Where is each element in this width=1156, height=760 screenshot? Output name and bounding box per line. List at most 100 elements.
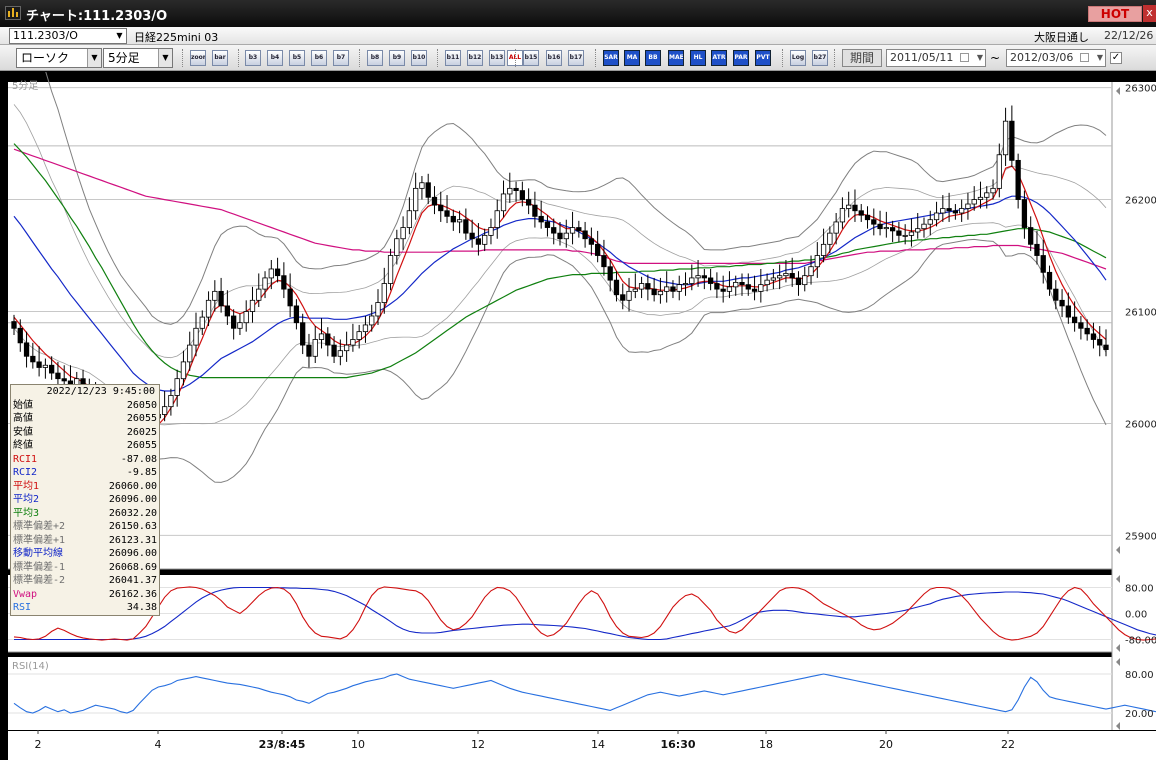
candle-body	[438, 204, 444, 212]
price-panel	[8, 82, 1112, 569]
toolbar-button-pvt-icon[interactable]: PVT	[755, 50, 771, 66]
toolbar-button-b6-icon[interactable]: b6	[311, 50, 327, 66]
toolbar-button-sar-icon[interactable]: SAR	[603, 50, 619, 66]
interval-select[interactable]: 5分足 ▼	[103, 48, 173, 68]
symbol-code-value: 111.2303/O	[13, 29, 78, 42]
toolbar-button-ma-icon[interactable]: MA	[624, 50, 640, 66]
candle-body	[689, 277, 695, 284]
chevron-down-icon[interactable]: ▼	[976, 53, 983, 62]
candle-body	[864, 214, 871, 221]
price-panel-label: 5分足	[12, 80, 38, 92]
candle-body	[224, 305, 231, 317]
data-panel-row: RCI2 -9.85	[13, 466, 157, 480]
candle-body	[331, 344, 337, 357]
chevron-down-icon[interactable]: ▼	[116, 31, 123, 40]
candle-body	[538, 215, 544, 223]
data-panel-label: 標準偏差+1	[13, 534, 66, 546]
candle-body	[193, 327, 199, 346]
candle-body	[889, 227, 896, 232]
candle-body	[764, 279, 770, 286]
data-panel-row: 移動平均線 26096.00	[13, 547, 157, 561]
toolbar-button-b13-icon[interactable]: b13	[489, 50, 505, 66]
toolbar-button-b15-icon[interactable]: b15	[523, 50, 539, 66]
candle-body	[714, 283, 720, 290]
date-to-input[interactable]: 2012/03/06 ▼	[1006, 49, 1106, 67]
candle-body	[1028, 227, 1034, 245]
toolbar-button-atr-icon[interactable]: ATR	[711, 50, 727, 66]
toolbar-button-log-icon[interactable]: Log	[790, 50, 806, 66]
toolbar-button-b10-icon[interactable]: b10	[411, 50, 427, 66]
x-tick-label: 10	[351, 738, 365, 751]
candle-body	[576, 227, 582, 232]
candle-body	[312, 339, 318, 357]
candle-body	[833, 221, 839, 234]
symbol-code-input[interactable]: 111.2303/O	[9, 28, 127, 44]
candle-body	[827, 232, 833, 245]
hot-button[interactable]: HOT	[1088, 6, 1142, 22]
toolbar-button-b27-icon[interactable]: b27	[812, 50, 828, 66]
candle-body	[952, 210, 959, 214]
calendar-icon[interactable]	[960, 53, 969, 62]
date-from-input[interactable]: 2011/05/11 ▼	[886, 49, 986, 67]
toolbar-button-bar-icon[interactable]: bar	[212, 50, 228, 66]
candle-body	[243, 311, 249, 324]
candle-body	[883, 227, 889, 230]
date-to-value: 2012/03/06	[1010, 51, 1074, 64]
candle-body	[444, 210, 450, 217]
candle-body	[601, 255, 607, 268]
y-tick-label: 26100	[1125, 308, 1156, 319]
candle-body	[394, 238, 400, 256]
data-panel-label: RSI	[13, 602, 32, 613]
axis-arrow-icon	[1116, 658, 1120, 666]
toolbar-button-zoom-icon[interactable]: zoom	[190, 50, 206, 66]
data-panel-value: 26162.36	[108, 588, 157, 600]
calendar-icon[interactable]	[1080, 53, 1089, 62]
toolbar-button-hl-icon[interactable]: HL	[690, 50, 706, 66]
close-icon[interactable]: x	[1143, 5, 1156, 22]
candle-body	[632, 288, 638, 292]
candle-body	[369, 315, 375, 326]
toolbar-button-b3-icon[interactable]: b3	[245, 50, 261, 66]
candle-body	[11, 321, 17, 329]
toolbar-button-b9-icon[interactable]: b9	[389, 50, 405, 66]
candle-body	[563, 232, 569, 240]
chart-type-select[interactable]: ローソク ▼	[16, 48, 102, 68]
toolbar-button-b5-icon[interactable]: b5	[289, 50, 305, 66]
axis-arrow-icon	[1116, 87, 1120, 95]
average3-line	[13, 143, 1107, 379]
toolbar-button-par-icon[interactable]: PAR	[733, 50, 749, 66]
toolbar: ローソク ▼ 5分足 ▼ zoombar b3 b4 b5 b6 b7 b8 b9 b10 b11…	[0, 45, 1156, 71]
toolbar-button-b4-icon[interactable]: b4	[267, 50, 283, 66]
rsi-tick-label: 20.00	[1125, 709, 1154, 720]
chart-canvas[interactable]: 5分足 RSI(14) 26300 26200 26100 26000 25900 80.00…	[0, 72, 1156, 760]
chevron-down-icon[interactable]: ▼	[1096, 53, 1103, 62]
window-title: チャート:111.2303/O	[26, 9, 168, 24]
candle-body	[337, 350, 343, 357]
period-checkbox[interactable]: ✓	[1110, 52, 1122, 64]
candle-body	[871, 219, 877, 225]
candle-body	[306, 344, 312, 357]
toolbar-button-b17-icon[interactable]: b17	[568, 50, 584, 66]
period-button[interactable]: 期間	[842, 49, 882, 67]
toolbar-button-b12-icon[interactable]: b12	[467, 50, 483, 66]
toolbar-button-b8-icon[interactable]: b8	[367, 50, 383, 66]
toolbar-button-b11-icon[interactable]: b11	[445, 50, 461, 66]
candle-body	[984, 192, 990, 198]
toolbar-button-b16-icon[interactable]: b16	[546, 50, 562, 66]
data-panel-row: 標準偏差+2 26150.63	[13, 520, 157, 534]
toolbar-button-mae-icon[interactable]: MAE	[668, 50, 684, 66]
data-panel-value: 26068.69	[108, 561, 157, 573]
candle-body	[325, 333, 331, 346]
candle-body	[1078, 322, 1084, 329]
toolbar-button-b7-icon[interactable]: b7	[333, 50, 349, 66]
candle-body	[959, 208, 965, 214]
candle-body	[362, 324, 369, 333]
toolbar-separator	[515, 49, 517, 67]
toolbar-button-bb-icon[interactable]: BB	[645, 50, 661, 66]
candle-body	[513, 187, 519, 191]
candle-body	[1040, 255, 1046, 273]
rsi-panel-label: RSI(14)	[12, 661, 49, 672]
candle-body	[707, 277, 714, 284]
data-panel-value: 26096.00	[108, 494, 157, 505]
right-axis-background	[1112, 82, 1156, 730]
